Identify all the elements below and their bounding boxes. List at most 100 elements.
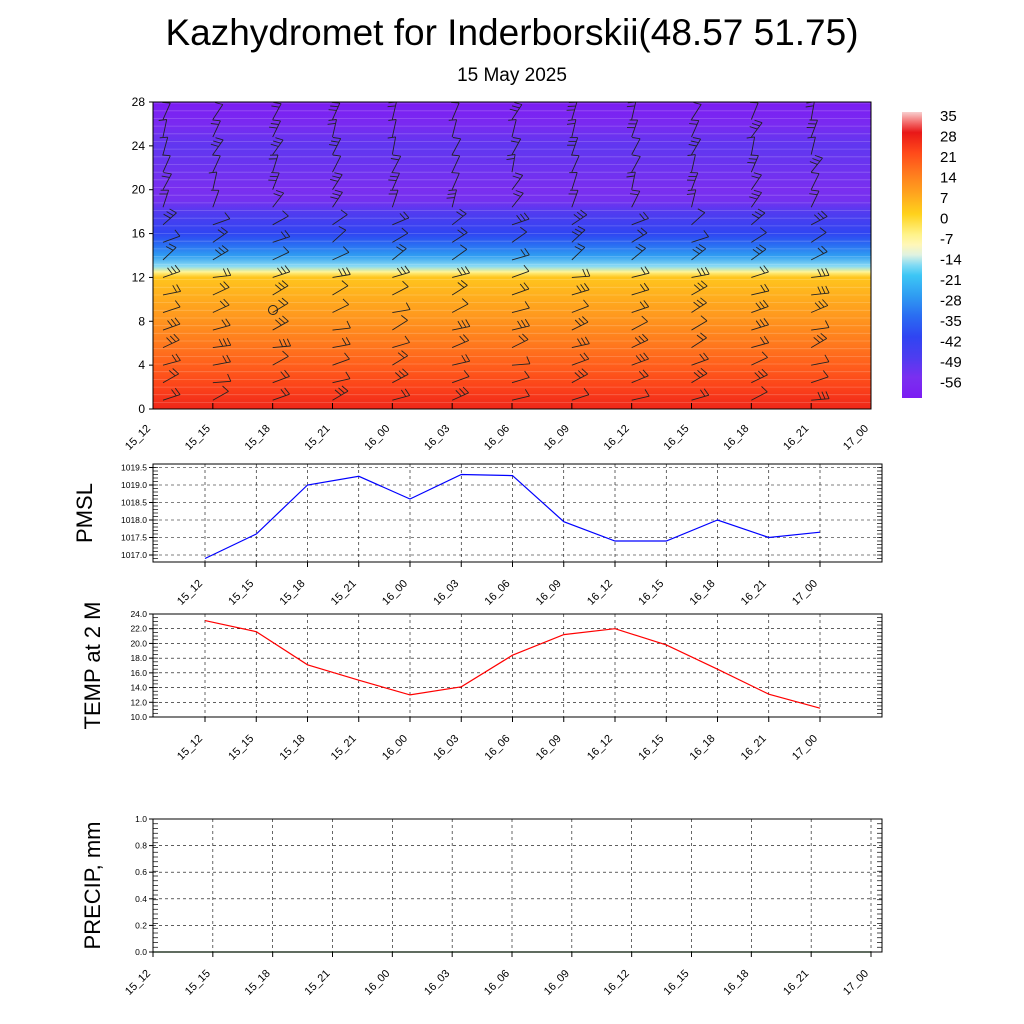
- wind-barb: [631, 137, 641, 155]
- x-tick-label: 16_03: [422, 968, 452, 998]
- y-tick-label: 12: [132, 270, 146, 284]
- wind-barb: [272, 280, 289, 296]
- colorbar-label: 28: [940, 129, 957, 146]
- wind-barb: [689, 119, 700, 138]
- x-tick-label: 16_15: [636, 578, 666, 608]
- x-tick-label: 15_12: [123, 968, 153, 998]
- wind-barb: [571, 388, 590, 401]
- x-tick-label: 15_18: [278, 733, 308, 763]
- wind-barb: [162, 101, 171, 120]
- wind-barb: [571, 283, 590, 296]
- wind-barb: [159, 136, 169, 155]
- colorbar-label: 7: [940, 190, 948, 207]
- colorbar-label: 21: [940, 149, 957, 166]
- y-tick-label: 12.0: [130, 697, 147, 707]
- wind-barb: [631, 369, 649, 384]
- x-tick-label: 16_09: [534, 578, 564, 608]
- x-tick-label: 16_06: [483, 733, 513, 763]
- wind-barb: [332, 298, 350, 313]
- x-tick-label: 16_00: [380, 733, 410, 763]
- wind-barb: [568, 189, 579, 208]
- wind-barb: [631, 389, 650, 401]
- wind-barb: [387, 136, 397, 155]
- wind-barb: [510, 137, 522, 155]
- wind-barb: [162, 317, 181, 331]
- x-tick-label: 16_00: [362, 423, 392, 453]
- wind-barb: [571, 336, 590, 349]
- x-tick-label: 17_00: [790, 733, 820, 763]
- x-tick-label: 16_03: [431, 733, 461, 763]
- colorbar-label: -42: [940, 334, 962, 351]
- wind-barb: [749, 119, 763, 138]
- wind-barb: [751, 335, 770, 349]
- wind-barb: [162, 284, 181, 296]
- wind-barb: [810, 299, 829, 313]
- wind-barb: [328, 101, 341, 120]
- y-tick-label: 20.0: [130, 638, 147, 648]
- wind-barb: [631, 282, 650, 296]
- colorbar-label: -28: [940, 293, 962, 310]
- x-tick-label: 15_12: [123, 423, 153, 453]
- wind-barb: [452, 354, 471, 366]
- wind-barb: [811, 391, 830, 401]
- wind-barb: [212, 281, 230, 296]
- wind-barb: [811, 285, 830, 296]
- wind-barb: [452, 319, 471, 331]
- wind-barb: [162, 368, 180, 384]
- plot-area: [153, 464, 882, 562]
- x-tick-label: 16_21: [739, 733, 769, 763]
- wind-barb: [811, 320, 830, 331]
- x-tick-label: 16_18: [688, 733, 718, 763]
- wind-barb: [212, 318, 231, 331]
- y-tick-label: 24.0: [130, 609, 147, 619]
- x-tick-label: 15_21: [303, 423, 333, 453]
- y-axis-title: TEMP at 2 M: [80, 602, 105, 730]
- y-tick-label: 0: [138, 402, 145, 416]
- wind-barb: [631, 300, 650, 313]
- x-tick-label: 15_12: [175, 578, 205, 608]
- wind-barb: [272, 265, 291, 278]
- wind-barb: [569, 172, 578, 190]
- wind-barb: [392, 350, 408, 366]
- wind-barb: [212, 385, 229, 401]
- wind-barb: [388, 119, 397, 138]
- chart-title: Kazhydromet for Inderborskii(48.57 51.75…: [165, 12, 859, 53]
- wind-barb: [392, 280, 409, 296]
- wind-barb: [511, 389, 530, 401]
- wind-barb: [749, 189, 762, 208]
- wind-barb: [451, 227, 468, 243]
- wind-barb: [162, 154, 171, 173]
- wind-barb: [332, 267, 351, 278]
- x-tick-label: 16_06: [482, 968, 512, 998]
- wind-barb: [268, 154, 279, 173]
- wind-barb: [161, 172, 172, 190]
- heatmap-field: [153, 102, 871, 409]
- wind-barb: [571, 243, 586, 261]
- wind-barb: [631, 315, 648, 331]
- wind-barb: [269, 119, 281, 138]
- y-tick-label: 1018.5: [121, 498, 147, 508]
- wind-barb: [272, 189, 285, 208]
- wind-barb: [811, 354, 830, 366]
- x-tick-label: 16_09: [542, 968, 572, 998]
- wind-barb: [162, 243, 177, 261]
- wind-barb: [567, 137, 579, 155]
- wind-barb: [631, 333, 649, 349]
- wind-barb: [750, 172, 762, 190]
- wind-barb: [272, 387, 290, 401]
- wind-barb: [268, 172, 280, 190]
- wind-barb: [566, 101, 578, 120]
- wind-barb: [511, 301, 530, 313]
- wind-barb: [329, 172, 343, 190]
- colorbar-label: -14: [940, 252, 962, 269]
- wind-barb: [332, 246, 350, 261]
- temp-line: [204, 620, 821, 709]
- wind-barb: [392, 243, 407, 261]
- colorbar-label: 35: [940, 108, 957, 125]
- colorbar-label: 0: [940, 211, 948, 228]
- wind-barb: [626, 171, 636, 190]
- y-tick-label: 24: [132, 139, 146, 153]
- wind-barb: [511, 190, 524, 208]
- wind-barb: [809, 154, 823, 173]
- x-tick-label: 16_21: [739, 578, 769, 608]
